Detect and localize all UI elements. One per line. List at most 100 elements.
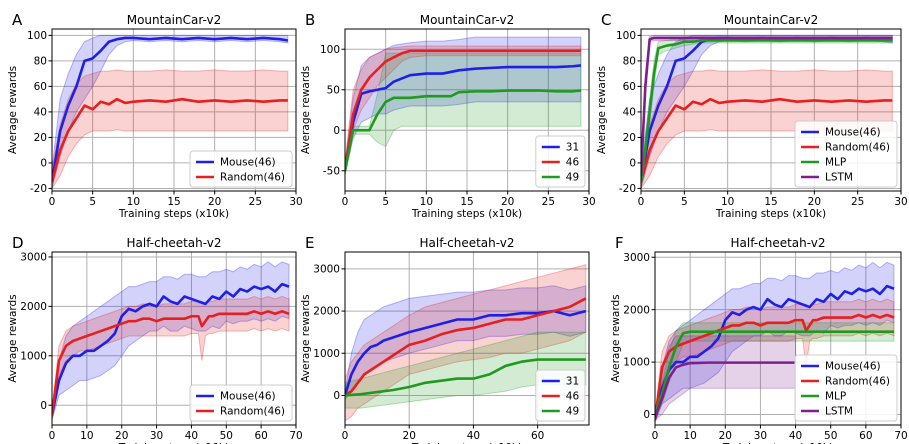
y-tick-label: 60 — [34, 81, 47, 93]
x-tick-label: 25 — [542, 196, 555, 208]
legend-box — [535, 135, 586, 188]
series-line-2 — [345, 89, 581, 172]
panel-c: 0 5 10 15 20 25 30-20020406080100MountainCar-v… — [596, 11, 908, 220]
series-band-0 — [345, 36, 582, 175]
panel-f: 0 10 20 30 40 50 60 70 0 1000 2000 3000 Half-cheetah… — [610, 234, 908, 444]
y-axis-label: Average rewards — [7, 66, 19, 154]
legend: 31 46 49 — [535, 135, 586, 188]
legend-label: Random(46) — [220, 172, 285, 184]
y-tick-label: 2000 — [313, 306, 340, 318]
series-line-0 — [345, 64, 581, 171]
x-tick-label: 15 — [167, 196, 180, 208]
panel-e: 0 20 40 60 0 1000 2000 3000 Half-cheetah-v2 E Trai… — [300, 234, 590, 444]
y-tick-label: -20 — [30, 183, 47, 195]
legend: Mouse(46) Random(46) — [189, 384, 293, 422]
y-tick-label: 1000 — [623, 357, 650, 369]
x-tick-label: 10 — [127, 196, 140, 208]
series-line-1 — [52, 310, 290, 416]
x-tick-label: 20 — [719, 430, 732, 442]
plot-area — [345, 264, 587, 422]
series-line-0 — [655, 284, 895, 421]
x-tick-label: 40 — [185, 430, 198, 442]
y-tick-label: 40 — [623, 107, 636, 119]
y-tick-label: 100 — [27, 30, 47, 42]
legend-label: 49 — [566, 172, 579, 184]
panel-letter: E — [305, 234, 314, 252]
series-band-1 — [655, 298, 895, 423]
series-band-0 — [52, 261, 290, 421]
series-band-1 — [52, 69, 289, 190]
x-tick-label: 50 — [220, 430, 233, 442]
y-tick-label: 0 — [333, 390, 340, 402]
panel-title: MountainCar-v2 — [127, 13, 222, 27]
y-axis-label: Average rewards — [300, 294, 312, 382]
y-axis-label: Average rewards — [7, 294, 19, 382]
panel-title: Half-cheetah-v2 — [127, 236, 222, 250]
legend-label: Random(46) — [825, 376, 890, 388]
legend-label: 31 — [566, 376, 579, 388]
x-axis-label: Training steps (x10k) — [411, 208, 522, 220]
x-tick-label: 0 — [342, 430, 349, 442]
panel-letter: F — [615, 234, 624, 252]
x-tick-label: 40 — [467, 430, 480, 442]
series-band-0 — [641, 34, 893, 189]
x-tick-label: 20 — [208, 196, 221, 208]
series-line-0 — [52, 282, 290, 416]
y-tick-label: -20 — [619, 183, 636, 195]
x-tick-label: 5 — [89, 196, 96, 208]
x-tick-label: 20 — [115, 430, 128, 442]
series-band-0 — [655, 261, 895, 423]
series-line-0 — [52, 36, 289, 183]
x-tick-label: 0 — [342, 196, 349, 208]
x-tick-label: 30 — [754, 430, 767, 442]
x-tick-label: 25 — [851, 196, 864, 208]
x-tick-label: 20 — [403, 430, 416, 442]
legend-label: 49 — [566, 406, 579, 418]
series-line-2 — [655, 330, 894, 415]
x-tick-label: 70 — [894, 430, 907, 442]
series-line-2 — [641, 39, 893, 183]
plot-area — [641, 34, 893, 190]
x-tick-label: 20 — [501, 196, 514, 208]
x-tick-label: 15 — [460, 196, 473, 208]
series-line-1 — [345, 49, 581, 171]
y-tick-label: 0 — [40, 400, 47, 412]
x-tick-label: 5 — [681, 196, 688, 208]
series-band-2 — [641, 37, 893, 189]
legend-box — [794, 354, 898, 422]
series-line-2 — [345, 358, 586, 397]
y-tick-label: 100 — [616, 30, 636, 42]
axes-frame — [654, 251, 902, 426]
panel-letter: D — [12, 234, 24, 252]
axes-frame — [344, 251, 590, 426]
legend-label: MLP — [825, 391, 846, 403]
y-tick-label: 80 — [34, 55, 47, 67]
legend-box — [794, 120, 898, 188]
x-tick-label: 10 — [721, 196, 734, 208]
legend: Mouse(46) Random(46) MLP LSTM — [794, 120, 898, 188]
y-tick-label: 3000 — [20, 252, 47, 264]
legend: 31 46 49 — [535, 369, 586, 422]
x-tick-label: 60 — [531, 430, 544, 442]
x-axis-label: Training steps (x10k) — [411, 442, 522, 444]
series-band-2 — [345, 331, 587, 409]
series-band-0 — [52, 34, 289, 189]
y-tick-label: 60 — [623, 81, 636, 93]
series-line-1 — [52, 97, 288, 183]
y-tick-label: 2000 — [623, 304, 650, 316]
y-tick-label: 3000 — [313, 263, 340, 275]
y-axis-label: Average rewards — [300, 66, 312, 154]
x-tick-label: 10 — [420, 196, 433, 208]
panel-d: 0 10 20 30 40 50 60 70 0 1000 2000 3000 Half-cheetah… — [7, 234, 303, 444]
legend-label: 46 — [566, 157, 580, 169]
y-tick-label: 20 — [623, 132, 636, 144]
y-tick-label: 0 — [629, 158, 636, 170]
series-line-1 — [641, 97, 893, 183]
x-tick-label: 60 — [254, 430, 267, 442]
panel-b: 0 5 10 15 20 25 30 -50 0 50 100 MountainCar-v2 B Trai… — [300, 11, 596, 220]
legend-label: Mouse(46) — [825, 361, 881, 373]
x-tick-label: 25 — [249, 196, 262, 208]
x-tick-label: 70 — [289, 430, 302, 442]
panel-title: MountainCar-v2 — [420, 13, 515, 27]
